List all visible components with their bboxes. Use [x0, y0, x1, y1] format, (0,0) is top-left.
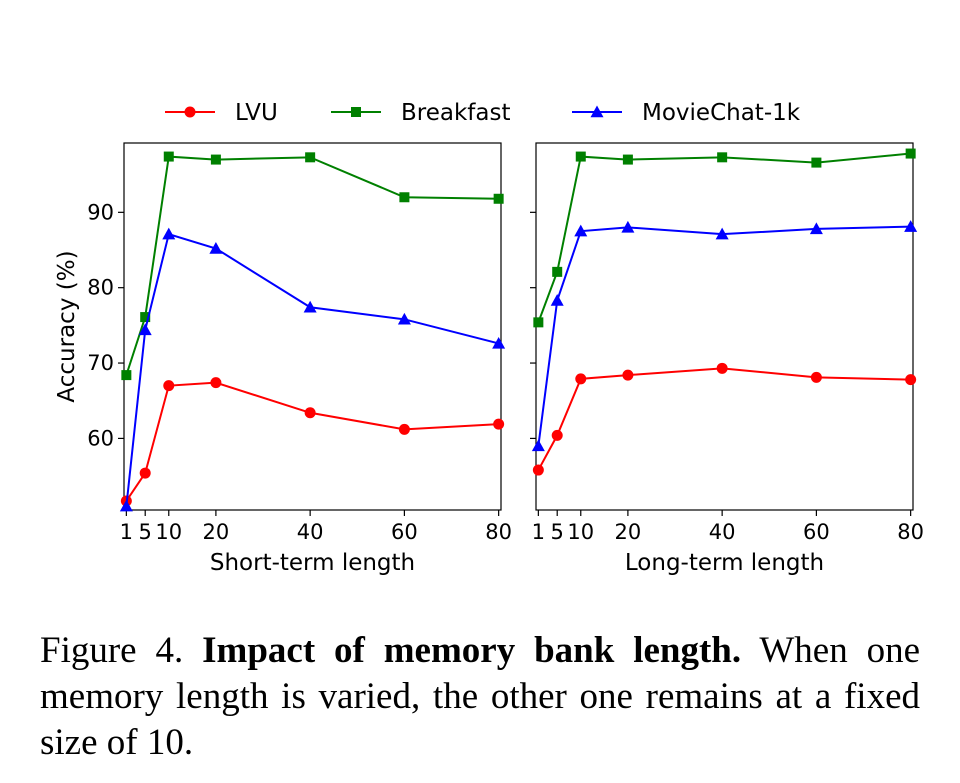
data-point: [622, 154, 633, 165]
plot-frame: [123, 142, 502, 511]
y-tick-label: 90: [87, 200, 114, 224]
y-axis-label: Accuracy (%): [54, 250, 80, 402]
figure-caption: Figure 4. Impact of memory bank length. …: [40, 628, 920, 766]
data-point: [138, 323, 152, 336]
series-moviechat-1k: [531, 220, 918, 452]
x-tick-label: 80: [485, 520, 512, 544]
data-point: [210, 154, 221, 165]
data-point: [493, 418, 505, 430]
series-line: [537, 367, 911, 471]
data-point: [398, 423, 410, 435]
x-tick-label: 40: [709, 520, 736, 544]
data-point: [532, 464, 544, 476]
x-tick-label: 1: [532, 520, 545, 544]
data-point: [397, 312, 411, 325]
data-point: [209, 242, 223, 254]
x-axis-label: Short-term length: [210, 550, 415, 576]
series-line: [125, 155, 499, 376]
y-tick-label: 60: [87, 426, 114, 450]
data-point: [119, 499, 133, 512]
x-tick-label: 60: [391, 520, 418, 544]
chart-panel-short-term: 1 5 10 20 40 60 80 60 70 80 90 Short-term length Acc…: [54, 142, 512, 576]
data-point: [304, 407, 316, 419]
data-point: [163, 380, 175, 392]
legend-marker: [184, 106, 196, 118]
series-lvu: [120, 377, 505, 507]
legend-item: LVU: [165, 100, 278, 126]
x-tick-label: 10: [567, 520, 594, 544]
legend-marker: [590, 105, 604, 118]
data-point: [905, 148, 916, 159]
legend: LVU Breakfast MovieChat-1k: [165, 100, 801, 126]
x-tick-label: 40: [297, 520, 324, 544]
data-point: [492, 336, 506, 349]
data-point: [550, 294, 564, 306]
x-tick-label: 5: [139, 520, 152, 544]
data-point: [809, 222, 823, 235]
caption-bold-title: Impact of memory bank length.: [202, 630, 742, 671]
x-tick-label: 20: [615, 520, 642, 544]
figure: LVU Breakfast MovieChat-1k 1 5 10 20 40 60 80607…: [54, 100, 924, 576]
data-point: [399, 192, 410, 203]
legend-label: LVU: [235, 100, 278, 126]
caption-label: Figure 4.: [40, 630, 184, 671]
data-point: [715, 227, 729, 240]
x-tick-label: 20: [203, 520, 230, 544]
data-point: [531, 439, 545, 452]
series-line: [125, 381, 499, 502]
data-point: [552, 266, 563, 277]
data-point: [811, 157, 822, 168]
x-tick-label: 5: [551, 520, 564, 544]
data-point: [163, 151, 174, 162]
series-moviechat-1k: [119, 227, 506, 512]
data-point: [717, 152, 728, 163]
data-point: [533, 317, 544, 328]
data-point: [716, 362, 728, 374]
series-breakfast: [533, 148, 916, 328]
series-lvu: [532, 362, 917, 476]
data-point: [140, 312, 151, 323]
legend-marker: [351, 107, 361, 117]
plot-frame: [535, 142, 914, 511]
x-axis-label: Long-term length: [625, 550, 824, 576]
data-point: [575, 151, 586, 162]
data-point: [574, 224, 588, 237]
data-point: [303, 300, 317, 313]
x-tick-label: 1: [120, 520, 133, 544]
data-point: [139, 467, 151, 479]
y-tick-label: 80: [87, 276, 114, 300]
data-point: [905, 374, 917, 386]
data-point: [210, 377, 222, 389]
series-line: [125, 232, 499, 507]
legend-item: MovieChat-1k: [572, 100, 801, 126]
x-tick-label: 60: [803, 520, 830, 544]
x-tick-label: 80: [897, 520, 924, 544]
chart-panel-long-term: 1 5 10 20 40 60 80 Long-term length: [530, 142, 924, 576]
data-point: [575, 373, 587, 385]
series-line: [537, 225, 911, 447]
data-point: [121, 370, 132, 381]
legend-label: Breakfast: [401, 100, 511, 126]
data-point: [622, 369, 634, 381]
x-tick-label: 10: [155, 520, 182, 544]
caption-text: When one memory length is varied, the ot…: [40, 630, 920, 763]
series-breakfast: [121, 151, 504, 381]
data-point: [621, 220, 635, 233]
data-point: [493, 193, 504, 204]
data-point: [162, 227, 176, 240]
data-point: [810, 371, 822, 383]
legend-item: Breakfast: [331, 100, 511, 126]
data-point: [305, 152, 316, 163]
data-point: [904, 220, 918, 232]
y-tick-label: 70: [87, 351, 114, 375]
data-point: [551, 429, 563, 441]
legend-label: MovieChat-1k: [642, 100, 801, 126]
